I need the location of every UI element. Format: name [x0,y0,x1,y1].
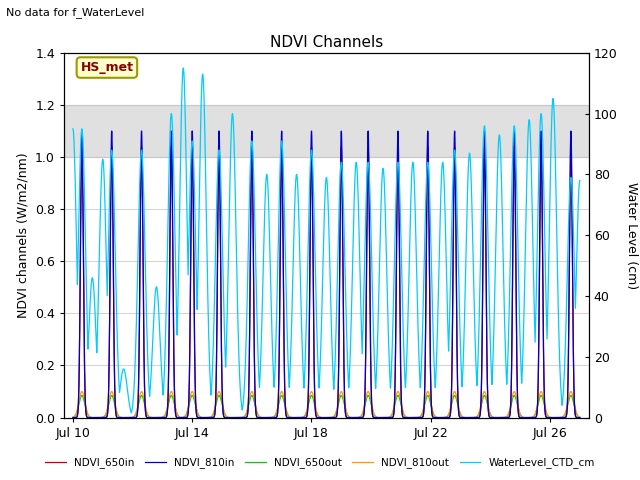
NDVI_650in [69,415,77,420]
NDVI_810out [215,389,223,395]
NDVI_810in [150,415,157,420]
NDVI_810in [115,415,123,420]
NDVI_810in [431,415,439,420]
NDVI_810in [232,415,239,420]
Y-axis label: Water Level (cm): Water Level (cm) [625,181,638,289]
NDVI_650in [576,415,584,420]
NDVI_650out [381,415,388,420]
WaterLevel_CTD_cm [431,384,439,390]
NDVI_650in [232,415,239,420]
NDVI_810in [69,415,77,420]
NDVI_650out [375,415,383,420]
Title: NDVI Channels: NDVI Channels [270,35,383,50]
NDVI_810out [576,414,584,420]
NDVI_810out [381,415,388,420]
WaterLevel_CTD_cm [115,384,123,389]
NDVI_650out [150,415,157,420]
NDVI_810out [175,413,182,419]
WaterLevel_CTD_cm [576,178,584,183]
Line: WaterLevel_CTD_cm: WaterLevel_CTD_cm [73,68,580,413]
Line: NDVI_650out: NDVI_650out [73,396,580,418]
WaterLevel_CTD_cm [150,314,157,320]
NDVI_810out [150,415,157,420]
NDVI_810out [431,414,439,420]
Text: HS_met: HS_met [81,61,133,74]
WaterLevel_CTD_cm [375,277,383,283]
NDVI_810out [375,415,383,420]
WaterLevel_CTD_cm [179,65,187,71]
NDVI_650in [431,415,439,420]
NDVI_650out [69,414,77,420]
NDVI_650out [115,414,123,420]
WaterLevel_CTD_cm [175,262,182,267]
NDVI_650out [576,414,584,420]
NDVI_810out [69,414,77,420]
Text: No data for f_WaterLevel: No data for f_WaterLevel [6,7,145,18]
Y-axis label: NDVI channels (W/m2/nm): NDVI channels (W/m2/nm) [17,152,29,318]
NDVI_650in [150,415,157,420]
Legend: NDVI_650in, NDVI_810in, NDVI_650out, NDVI_810out, WaterLevel_CTD_cm: NDVI_650in, NDVI_810in, NDVI_650out, NDV… [41,453,599,472]
NDVI_650in [375,415,383,420]
NDVI_650out [215,393,223,398]
NDVI_810in [215,128,223,134]
Line: NDVI_810in: NDVI_810in [73,131,580,418]
NDVI_810in [381,415,388,420]
NDVI_650out [175,414,182,420]
NDVI_810in [175,415,182,420]
NDVI_810in [576,415,584,420]
Line: NDVI_650in: NDVI_650in [73,146,580,418]
NDVI_650in [215,144,223,149]
NDVI_650in [381,415,388,420]
NDVI_650in [115,415,123,420]
NDVI_650out [431,414,439,420]
Line: NDVI_810out: NDVI_810out [73,392,580,418]
Bar [64,105,589,157]
NDVI_810in [375,415,383,420]
WaterLevel_CTD_cm [127,410,135,416]
NDVI_650in [175,415,182,420]
NDVI_650out [232,415,239,420]
NDVI_810out [115,414,123,420]
NDVI_810out [232,415,239,420]
WaterLevel_CTD_cm [69,126,77,132]
WaterLevel_CTD_cm [381,186,388,192]
